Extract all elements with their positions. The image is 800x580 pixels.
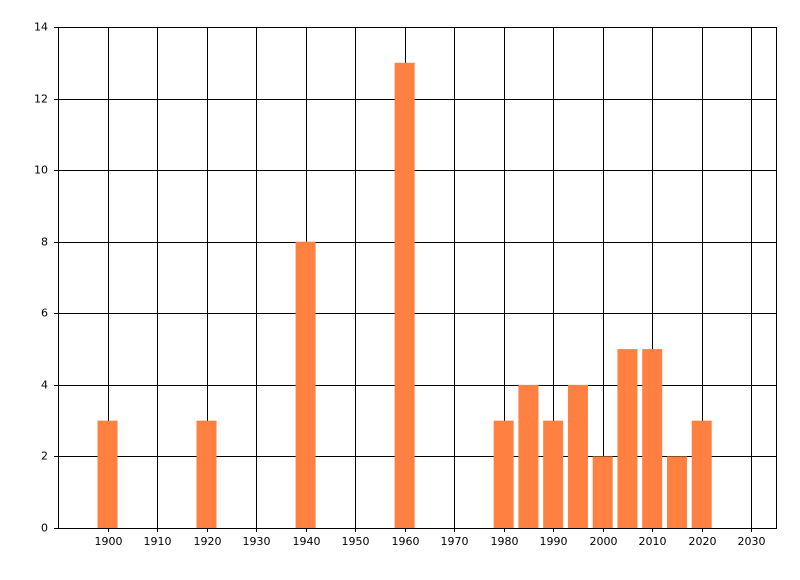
y-tick-label: 6	[41, 307, 48, 320]
y-tick-label: 2	[41, 450, 48, 463]
x-tick-label: 1930	[243, 535, 271, 548]
bar	[543, 420, 564, 528]
x-tick-label: 1920	[194, 535, 222, 548]
bar	[97, 420, 118, 528]
y-tick-label: 0	[41, 522, 48, 535]
x-tick-label: 2030	[738, 535, 766, 548]
bar	[394, 62, 415, 529]
x-tick-label: 1970	[441, 535, 469, 548]
plot-frame	[58, 27, 777, 529]
bar	[196, 420, 217, 528]
bar	[617, 349, 638, 528]
y-tick-label: 8	[41, 236, 48, 249]
x-tick-label: 1910	[144, 535, 172, 548]
x-tick-label: 2000	[590, 535, 618, 548]
y-tick-label: 12	[34, 93, 48, 106]
bar	[493, 420, 514, 528]
x-tick-label: 1950	[342, 535, 370, 548]
y-tick-label: 10	[34, 164, 48, 177]
bar	[642, 349, 663, 528]
x-tick-label: 2010	[639, 535, 667, 548]
bar	[691, 420, 712, 528]
x-tick-label: 2020	[689, 535, 717, 548]
y-tick-label: 14	[34, 21, 48, 34]
x-tick-label: 1980	[491, 535, 519, 548]
x-tick-label: 1940	[293, 535, 321, 548]
x-tick-label: 1960	[392, 535, 420, 548]
bar	[567, 384, 588, 528]
x-tick-label: 1900	[95, 535, 123, 548]
bar	[295, 241, 316, 528]
x-tick-label: 1990	[540, 535, 568, 548]
bar	[666, 456, 687, 528]
bar	[518, 384, 539, 528]
bar	[592, 456, 613, 528]
y-tick-label: 4	[41, 379, 48, 392]
